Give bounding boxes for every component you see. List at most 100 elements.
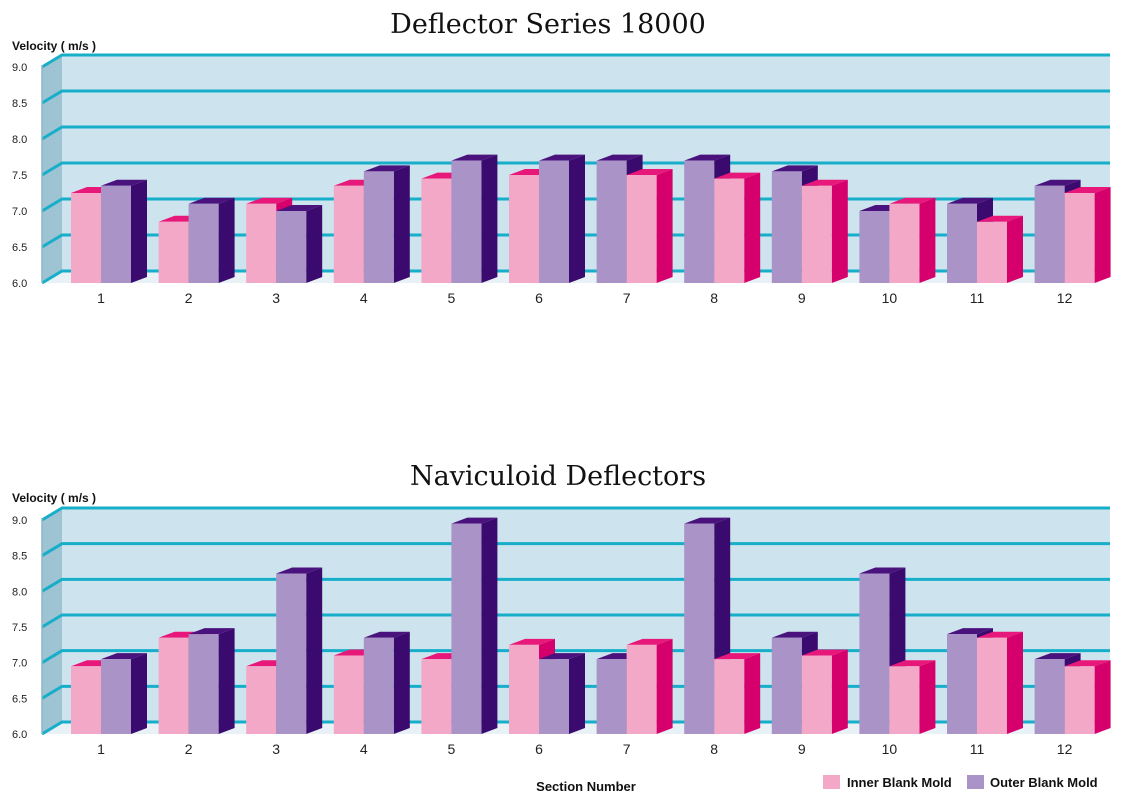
bar-side-face bbox=[393, 631, 410, 734]
legend: Inner Blank Mold Outer Blank Mold bbox=[823, 775, 1098, 790]
bar-top-face bbox=[626, 638, 673, 645]
bar-outer-blank-mold bbox=[539, 154, 585, 283]
bar-front-face bbox=[626, 644, 657, 734]
bar-front-face bbox=[333, 185, 364, 283]
bar-front-face bbox=[1034, 659, 1065, 734]
bar-front-face bbox=[859, 573, 890, 734]
chart-title: Naviculoid Deflectors bbox=[410, 461, 706, 492]
bar-top-face bbox=[596, 154, 643, 161]
chart-title: Deflector Series 18000 bbox=[390, 9, 706, 40]
bar-top-face bbox=[363, 165, 410, 172]
y-tick-label: 7.5 bbox=[12, 170, 27, 182]
bar-top-face bbox=[276, 205, 323, 211]
bar-top-face bbox=[889, 660, 936, 667]
bar-side-face bbox=[306, 567, 323, 734]
y-tick-label: 9.0 bbox=[12, 62, 27, 74]
x-tick-label: 7 bbox=[623, 741, 631, 757]
bar-top-face bbox=[1064, 187, 1111, 193]
bar-front-face bbox=[596, 659, 627, 734]
bar-inner-blank-mold bbox=[889, 197, 936, 283]
bar-front-face bbox=[158, 637, 189, 734]
y-tick-label: 8.0 bbox=[12, 586, 27, 598]
bar-side-face bbox=[131, 653, 147, 734]
bar-top-face bbox=[188, 628, 235, 635]
bar-front-face bbox=[71, 666, 101, 734]
bar-top-face bbox=[1034, 179, 1081, 186]
bar-front-face bbox=[333, 655, 364, 734]
chart-naviculoid-deflectors: 9.08.58.07.57.06.56.01 2 3 4 5 6 7 8 9 10 11 12Navi… bbox=[12, 461, 1111, 794]
bar-side-face bbox=[481, 517, 498, 734]
bar-front-face bbox=[509, 644, 539, 734]
plot-area bbox=[41, 506, 1110, 736]
x-tick-label: 11 bbox=[970, 290, 985, 306]
bar-side-face bbox=[744, 172, 761, 283]
bar-top-face bbox=[451, 517, 498, 524]
bar-front-face bbox=[539, 659, 569, 734]
bar-front-face bbox=[421, 178, 452, 283]
x-tick-label: 7 bbox=[623, 290, 631, 306]
bar-side-face bbox=[481, 154, 498, 283]
gridline bbox=[41, 197, 1110, 213]
bar-inner-blank-mold bbox=[801, 179, 848, 283]
bar-top-face bbox=[246, 197, 293, 204]
bar-front-face bbox=[977, 637, 1007, 734]
gridline bbox=[41, 161, 1110, 177]
bar-front-face bbox=[889, 666, 920, 734]
bar-top-face bbox=[539, 653, 585, 660]
bar-front-face bbox=[276, 573, 307, 734]
x-tick-label: 3 bbox=[272, 741, 280, 757]
x-tick-label: 9 bbox=[798, 741, 806, 757]
bar-inner-blank-mold bbox=[1064, 660, 1111, 734]
bar-side-face bbox=[569, 653, 585, 734]
y-tick-label: 7.0 bbox=[12, 206, 27, 218]
y-tick-label: 6.5 bbox=[12, 693, 27, 705]
bar-front-face bbox=[626, 175, 657, 283]
bar-front-face bbox=[101, 185, 131, 283]
gridline bbox=[41, 542, 1110, 557]
bar-front-face bbox=[801, 185, 832, 283]
bar-front-face bbox=[889, 203, 920, 283]
gridline bbox=[41, 125, 1110, 141]
gridline bbox=[41, 269, 1110, 285]
bar-inner-blank-mold bbox=[889, 660, 936, 734]
bar-side-face bbox=[831, 179, 848, 283]
bar-front-face bbox=[1064, 193, 1095, 283]
bar-front-face bbox=[947, 203, 977, 283]
legend-label-inner: Inner Blank Mold bbox=[847, 775, 952, 790]
x-tick-label: 12 bbox=[1057, 741, 1073, 757]
y-tick-label: 7.0 bbox=[12, 658, 27, 670]
bar-inner-blank-mold bbox=[626, 169, 673, 283]
bar-top-face bbox=[509, 638, 555, 645]
bar-side-face bbox=[1007, 215, 1023, 283]
bar-side-face bbox=[393, 165, 410, 283]
bar-front-face bbox=[1064, 666, 1095, 734]
legend-swatch-inner bbox=[823, 775, 840, 789]
bar-front-face bbox=[421, 659, 452, 734]
x-tick-label: 1 bbox=[97, 741, 105, 757]
gridline bbox=[41, 577, 1110, 593]
bar-front-face bbox=[771, 637, 802, 734]
x-tick-label: 2 bbox=[185, 290, 193, 306]
y-tick-label: 6.0 bbox=[12, 729, 27, 741]
bar-side-face bbox=[569, 154, 585, 283]
x-tick-label: 8 bbox=[710, 741, 718, 757]
legend-swatch-outer bbox=[967, 775, 984, 789]
y-axis-label: Velocity ( m/s ) bbox=[12, 39, 96, 53]
bar-top-face bbox=[801, 649, 848, 656]
bar-front-face bbox=[947, 634, 977, 734]
bar-top-face bbox=[1034, 653, 1081, 660]
y-tick-label: 7.5 bbox=[12, 622, 27, 634]
bar-outer-blank-mold bbox=[539, 653, 585, 734]
bar-side-face bbox=[1094, 660, 1111, 734]
bar-top-face bbox=[801, 179, 848, 186]
bar-top-face bbox=[947, 628, 993, 635]
bar-top-face bbox=[889, 197, 936, 204]
x-tick-label: 3 bbox=[272, 290, 280, 306]
bar-side-face bbox=[831, 649, 848, 734]
bar-inner-blank-mold bbox=[714, 653, 761, 734]
bar-top-face bbox=[714, 653, 761, 660]
bar-side-face bbox=[919, 197, 936, 283]
chart-deflector-series: 9.08.58.07.57.06.56.01 2 3 4 5 6 7 8 9 10 11 12Defl… bbox=[12, 9, 1111, 306]
bar-outer-blank-mold bbox=[451, 154, 498, 283]
bar-top-face bbox=[684, 154, 731, 161]
